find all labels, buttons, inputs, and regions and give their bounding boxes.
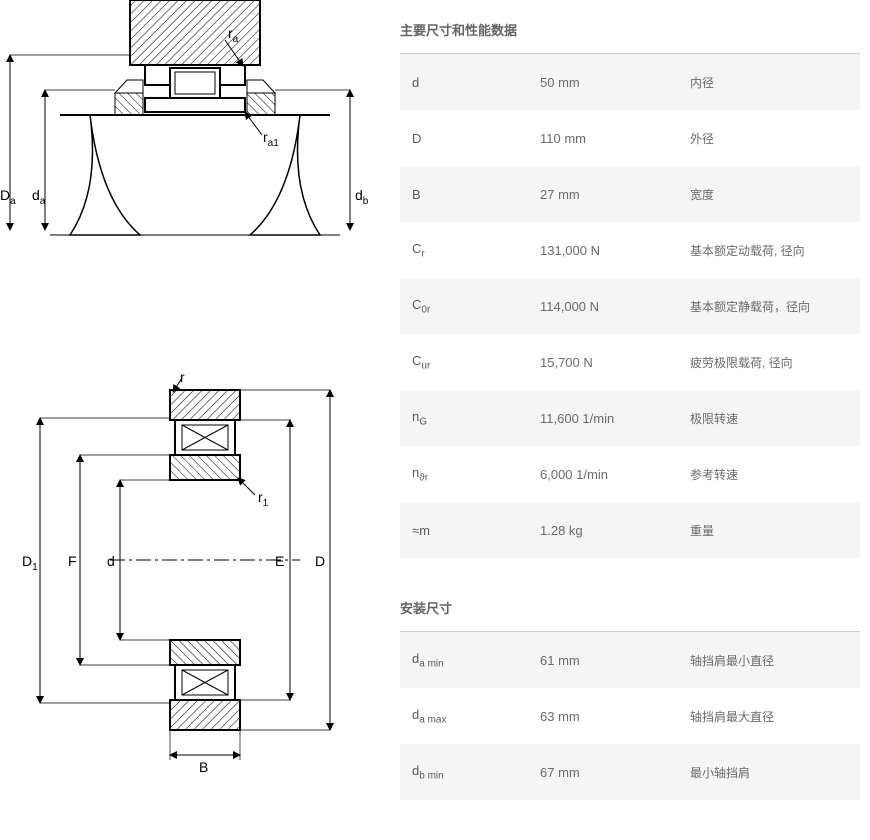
spec-description: 轴挡肩最大直径: [690, 708, 860, 725]
spec-symbol: C0r: [400, 297, 540, 316]
spec-value: 11,600 1/min: [540, 411, 690, 426]
label-ra1-sub: a1: [268, 138, 280, 149]
svg-text:D1: D1: [22, 553, 38, 573]
label-r: r: [180, 370, 185, 385]
spec-row: Cr131,000 N基本额定动载荷, 径向: [400, 222, 860, 278]
spec-description: 重量: [690, 522, 860, 539]
spec-symbol: Cur: [400, 353, 540, 372]
spec-row: Cur15,700 N疲劳极限载荷, 径向: [400, 334, 860, 390]
spec-panel: 主要尺寸和性能数据d50 mm内径D110 mm外径B27 mm宽度Cr131,…: [400, 20, 860, 840]
spec-row: da max63 mm轴挡肩最大直径: [400, 688, 860, 744]
spec-value: 50 mm: [540, 75, 690, 90]
spec-description: 极限转速: [690, 410, 860, 427]
spec-symbol: da max: [400, 707, 540, 726]
spec-row: D110 mm外径: [400, 110, 860, 166]
section-title: 安装尺寸: [400, 598, 860, 632]
spec-row: C0r114,000 N基本额定静载荷，径向: [400, 278, 860, 334]
spec-row: da min61 mm轴挡肩最小直径: [400, 632, 860, 688]
spec-row: db min67 mm最小轴挡肩: [400, 744, 860, 800]
spec-description: 最小轴挡肩: [690, 764, 860, 781]
spec-symbol: Cr: [400, 241, 540, 260]
spec-section: 安装尺寸da min61 mm轴挡肩最小直径da max63 mm轴挡肩最大直径…: [400, 598, 860, 800]
spec-value: 114,000 N: [540, 299, 690, 314]
spec-row: B27 mm宽度: [400, 166, 860, 222]
label-r1-sub: 1: [263, 498, 269, 509]
spec-value: 131,000 N: [540, 243, 690, 258]
spec-description: 内径: [690, 74, 860, 91]
label-db-sub: b: [363, 196, 369, 207]
spec-description: 轴挡肩最小直径: [690, 652, 860, 669]
label-B: B: [199, 759, 208, 775]
spec-description: 参考转速: [690, 466, 860, 483]
spec-value: 67 mm: [540, 765, 690, 780]
spec-description: 外径: [690, 130, 860, 147]
svg-text:ra1: ra1: [263, 129, 279, 149]
spec-row: ≈m1.28 kg重量: [400, 502, 860, 558]
spec-description: 疲劳极限载荷, 径向: [690, 354, 860, 371]
label-Da-sub: a: [10, 196, 16, 207]
spec-symbol: D: [400, 131, 540, 146]
spec-row: nG11,600 1/min极限转速: [400, 390, 860, 446]
spec-symbol: da min: [400, 651, 540, 670]
spec-symbol: B: [400, 187, 540, 202]
spec-symbol: d: [400, 75, 540, 90]
svg-text:da: da: [32, 187, 46, 207]
spec-row: d50 mm内径: [400, 54, 860, 110]
svg-text:r1: r1: [258, 489, 269, 509]
spec-value: 63 mm: [540, 709, 690, 724]
spec-value: 27 mm: [540, 187, 690, 202]
spec-symbol: ≈m: [400, 523, 540, 538]
svg-text:db: db: [355, 187, 369, 207]
label-ra-sub: a: [233, 34, 239, 45]
spec-symbol: db min: [400, 763, 540, 782]
svg-text:Da: Da: [0, 187, 16, 207]
spec-symbol: nϑr: [400, 465, 540, 484]
cross-section-diagram-bottom: r r1 D1 F d E: [10, 370, 370, 790]
spec-value: 61 mm: [540, 653, 690, 668]
spec-value: 15,700 N: [540, 355, 690, 370]
spec-description: 基本额定动载荷, 径向: [690, 242, 860, 259]
spec-description: 基本额定静载荷，径向: [690, 298, 860, 315]
spec-section: 主要尺寸和性能数据d50 mm内径D110 mm外径B27 mm宽度Cr131,…: [400, 20, 860, 558]
spec-description: 宽度: [690, 186, 860, 203]
spec-symbol: nG: [400, 409, 540, 428]
label-E: E: [275, 553, 284, 569]
label-F: F: [68, 553, 77, 569]
section-title: 主要尺寸和性能数据: [400, 20, 860, 54]
label-d: d: [107, 553, 115, 569]
spec-value: 110 mm: [540, 131, 690, 146]
spec-value: 1.28 kg: [540, 523, 690, 538]
label-D1-sub: 1: [32, 562, 38, 573]
cross-section-diagram-top: Da da db ra ra1: [0, 0, 380, 240]
label-D: D: [315, 553, 325, 569]
label-da-sub: a: [40, 196, 46, 207]
spec-row: nϑr6,000 1/min参考转速: [400, 446, 860, 502]
spec-value: 6,000 1/min: [540, 467, 690, 482]
